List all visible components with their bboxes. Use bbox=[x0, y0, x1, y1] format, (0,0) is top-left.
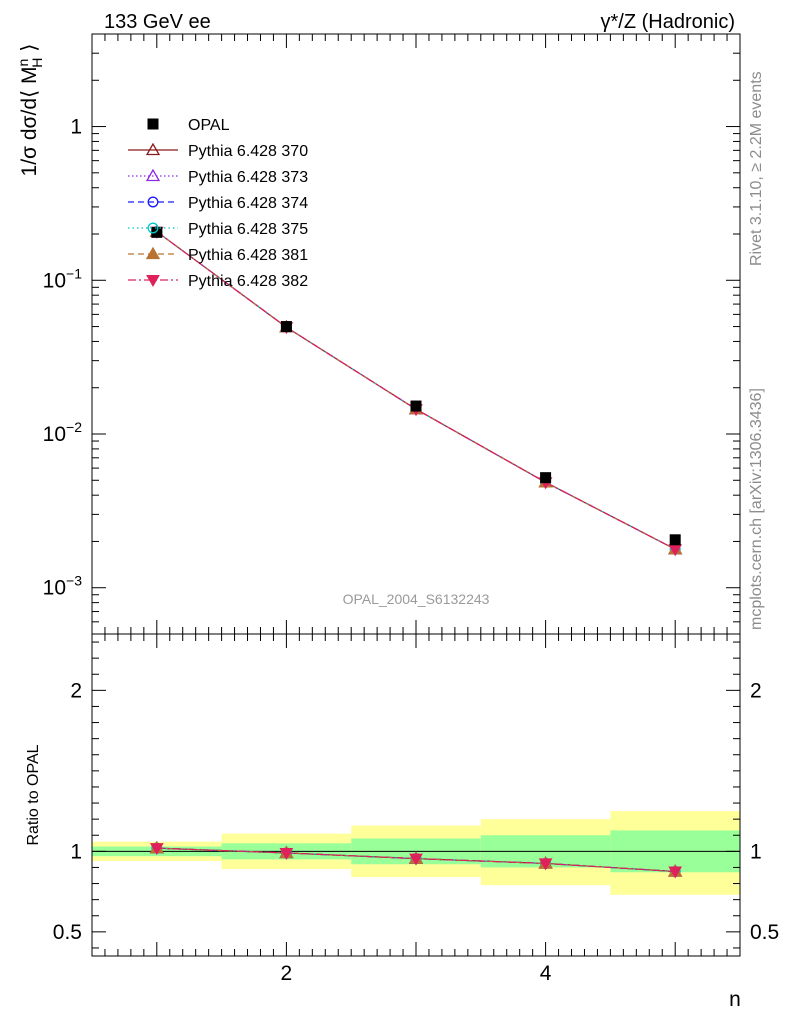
ratio-5-point-2 bbox=[409, 853, 423, 866]
ratio-5-point-0 bbox=[149, 843, 164, 856]
ratio-5-point-1 bbox=[279, 847, 294, 860]
legend-label-5: Pythia 6.428 382 bbox=[188, 273, 308, 290]
x-axis-label: n bbox=[729, 988, 741, 1011]
ytick-label-top-2: 10−2 bbox=[43, 419, 83, 446]
mc-curves-ratio bbox=[149, 840, 683, 879]
side-label-mcplots: mcplots.cern.ch [arXiv:1306.3436] bbox=[748, 388, 765, 630]
legend-marker-0 bbox=[145, 142, 161, 156]
xtick-label-0: 2 bbox=[281, 962, 293, 985]
legend-marker-5 bbox=[146, 275, 160, 288]
ytick-label-ratio-left-0: 2 bbox=[70, 679, 82, 702]
ytick-label-ratio-right-1: 1 bbox=[750, 840, 762, 863]
xtick-label-1: 4 bbox=[540, 962, 552, 985]
ytick-label-ratio-left-2: 0.5 bbox=[53, 921, 82, 944]
legend-marker-4 bbox=[145, 246, 161, 260]
ratio-5-point-3 bbox=[538, 858, 553, 871]
opal-data-points bbox=[151, 226, 681, 546]
top-y-axis-label: 1/σ dσ/d⟨ MnH ⟩ bbox=[15, 44, 45, 177]
legend-label-4: Pythia 6.428 381 bbox=[188, 247, 308, 264]
legend: OPAL Pythia 6.428 370 Pythia 6.428 373 Pyth… bbox=[128, 117, 308, 290]
ratio-y-axis-label: Ratio to OPAL bbox=[25, 744, 42, 845]
legend-label-3: Pythia 6.428 375 bbox=[188, 221, 308, 238]
ytick-label-ratio-right-2: 0.5 bbox=[750, 921, 779, 944]
data-point-1 bbox=[280, 321, 292, 333]
side-label-rivet: Rivet 3.1.10, ≥ 2.2M events bbox=[748, 71, 765, 266]
ytick-label-top-0: 1 bbox=[70, 116, 82, 139]
legend-marker-2 bbox=[147, 196, 159, 208]
header-left: 133 GeV ee bbox=[104, 11, 211, 33]
legend-marker-1 bbox=[145, 168, 161, 182]
series-line-5 bbox=[156, 231, 676, 550]
ytick-label-ratio-right-0: 2 bbox=[750, 679, 762, 702]
legend-label-1: Pythia 6.428 373 bbox=[188, 169, 308, 186]
legend-marker-opal bbox=[147, 118, 159, 130]
data-point-3 bbox=[540, 472, 552, 484]
legend-label-2: Pythia 6.428 374 bbox=[188, 195, 308, 212]
header-right: γ*/Z (Hadronic) bbox=[601, 11, 735, 33]
ytick-label-top-3: 10−3 bbox=[43, 573, 83, 600]
ytick-label-top-1: 10−1 bbox=[43, 265, 83, 292]
legend-label-0: Pythia 6.428 370 bbox=[188, 143, 308, 160]
analysis-watermark: OPAL_2004_S6132243 bbox=[343, 591, 490, 607]
legend-marker-3 bbox=[147, 222, 159, 234]
axis-ticks bbox=[92, 33, 740, 956]
ratio-panel-frame bbox=[91, 633, 741, 957]
data-point-4 bbox=[669, 534, 681, 546]
data-point-0 bbox=[151, 226, 163, 238]
ytick-label-ratio-left-1: 1 bbox=[70, 840, 82, 863]
data-point-2 bbox=[410, 400, 422, 412]
axis-tick-labels: 1 10−1 10−2 10−3 2 2 1 1 0.5 0.5 2 4 bbox=[43, 116, 780, 985]
legend-label-opal: OPAL bbox=[188, 117, 230, 134]
ratio-5-point-4 bbox=[668, 866, 683, 879]
